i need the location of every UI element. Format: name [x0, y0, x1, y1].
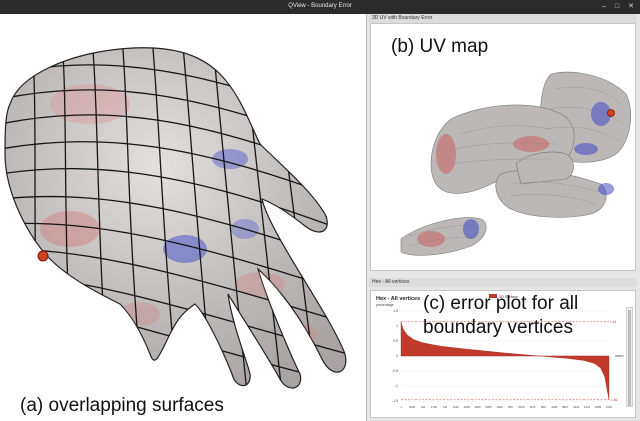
uv-window-title: 3D UV with Boundary Error: [369, 14, 637, 23]
x-tick-label: 132: [421, 405, 426, 409]
y-tick-label: 1: [396, 324, 398, 328]
y-tick-label: -1: [395, 384, 398, 388]
x-tick-label: 1212: [584, 405, 591, 409]
y-tick-label: 1.5: [393, 309, 398, 313]
x-tick-label: 4096: [551, 405, 558, 409]
x-tick-label: 5910: [518, 405, 525, 409]
main-3d-view[interactable]: (a) overlapping surfaces: [0, 14, 366, 421]
x-tick-label: 2086: [595, 405, 602, 409]
x-tick-label: 4696: [475, 405, 482, 409]
uv-map-render: [400, 71, 632, 256]
x-tick-label: 1783: [431, 405, 438, 409]
x-tick-label: 4142: [573, 405, 580, 409]
y-tick-labels: 1.5 1 0.5 0 -0.5 -1 -1.5: [392, 309, 398, 403]
legend-label: 3D Surface: [499, 295, 518, 299]
red-dot-icon: [37, 250, 49, 262]
x-tick-label: 1322: [453, 405, 460, 409]
max-marker-label: 1.14: [610, 320, 616, 324]
plot-window-title: Hex - All vertices: [369, 278, 637, 287]
y-tick-label: 0.5: [393, 339, 398, 343]
x-tick-label: 869: [541, 405, 546, 409]
caption-error-plot-line1: (c) error plot for all: [423, 293, 579, 314]
y-tick-label: -0.5: [392, 369, 398, 373]
y-axis-name: percentage: [376, 303, 394, 307]
error-plot-chart: Hex - All vertices percentage 3D Surface…: [376, 294, 624, 409]
y-tick-label: -1.5: [392, 399, 398, 403]
caption-overlapping-surfaces: (a) overlapping surfaces: [20, 395, 224, 416]
legend-swatch: [489, 294, 497, 298]
hand-mesh-render: [4, 47, 347, 389]
x-tick-label: 9807: [562, 405, 569, 409]
x-tick-label: 595: [508, 405, 513, 409]
x-tick-label: 1509: [409, 405, 416, 409]
error-plot-view[interactable]: Hex - All vertices percentage 3D Surface…: [370, 290, 636, 418]
y-tick-label: 0: [396, 354, 398, 358]
x-tick-labels: 1 1509 132 1783 742 1322 2239 4696 6905 1994 595 59…: [400, 405, 612, 409]
x-tick-label: 2239: [464, 405, 471, 409]
close-button[interactable]: ✕: [628, 3, 634, 10]
x-tick-label: 1994: [496, 405, 503, 409]
x-tick-label: 1672: [529, 405, 536, 409]
caption-uv-map: (b) UV map: [391, 36, 489, 57]
window-controls: – □ ✕: [602, 2, 634, 11]
plot-scroll-thumb[interactable]: [628, 310, 631, 406]
maximize-button[interactable]: □: [614, 3, 620, 10]
red-dot-icon: [607, 109, 615, 117]
uv-map-view[interactable]: [370, 23, 636, 271]
x-tick-label: 6905: [485, 405, 492, 409]
caption-error-plot-line2: boundary vertices: [423, 317, 573, 338]
window-title: QView - Boundary Error: [288, 3, 352, 9]
plot-title: Hex - All vertices: [376, 296, 420, 302]
x-tick-label: 742: [442, 405, 447, 409]
plot-scrollbar[interactable]: [626, 307, 633, 407]
x-tick-label: 2161: [606, 405, 613, 409]
minimize-button[interactable]: –: [601, 3, 606, 10]
min-marker-label: -1.46: [610, 398, 617, 402]
error-area-series: [400, 321, 610, 400]
caption-error-plot: (c) error plot for all boundary vertices: [423, 292, 578, 340]
right-panel: 3D UV with Boundary Error: [366, 14, 640, 421]
window-titlebar: QView - Boundary Error – □ ✕: [0, 0, 640, 14]
x-tick-label: 1: [400, 405, 402, 409]
x-axis-name: vertex: [615, 354, 624, 358]
